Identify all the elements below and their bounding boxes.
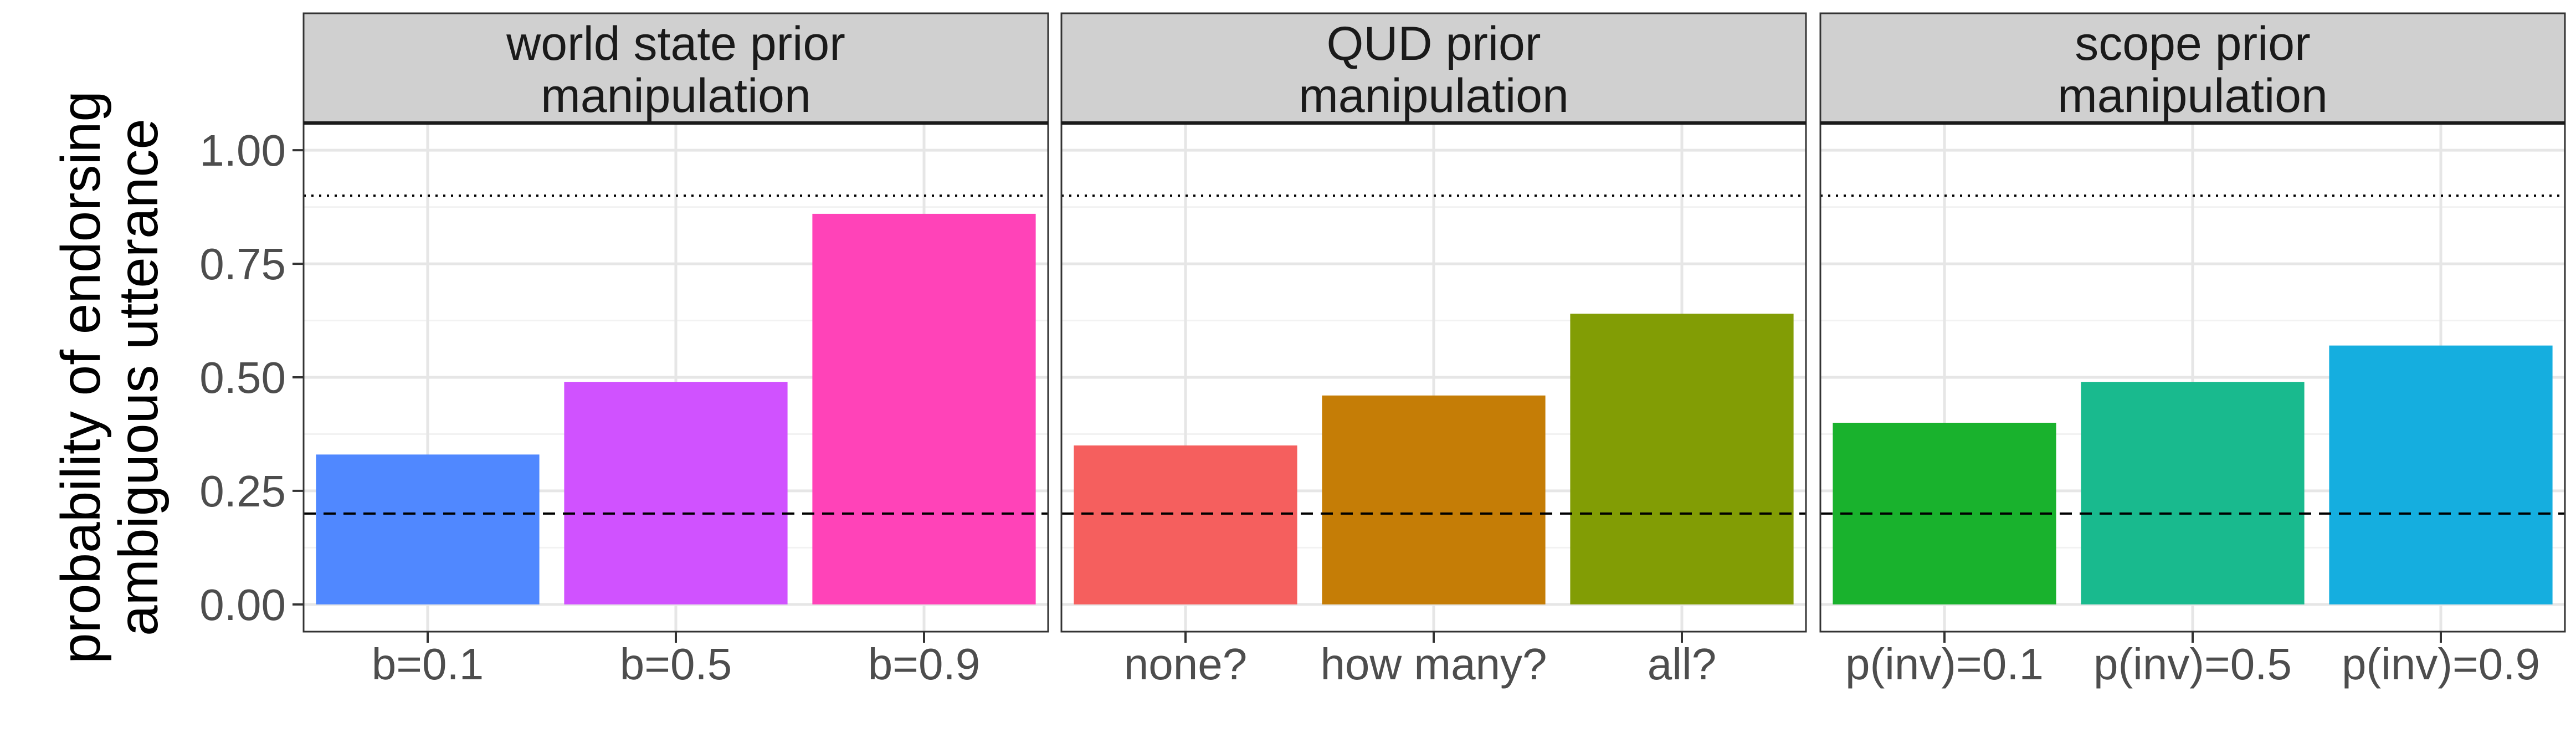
x-tick-label: p(inv)=0.5 <box>2093 639 2292 689</box>
y-tick-label: 0.25 <box>199 467 286 516</box>
bar-3 <box>1570 314 1794 604</box>
panel-3: scope prior manipulation p(inv)=0.1 p(inv)=… <box>1819 12 2566 689</box>
strip-title-line: manipulation <box>1299 69 1569 122</box>
strip-title: QUD prior manipulation <box>1299 17 1569 122</box>
bar-2 <box>2081 382 2305 604</box>
y-axis-title: probability of endorsingambiguous uttera… <box>50 91 170 664</box>
y-axis-title-text: probability of endorsingambiguous uttera… <box>50 91 170 664</box>
strip-background <box>302 12 1049 124</box>
x-tick-label: b=0.1 <box>372 639 484 689</box>
y-tick-label: 0.75 <box>199 239 286 289</box>
y-tick-label: 1.00 <box>199 126 286 175</box>
strip-title: world state prior manipulation <box>506 17 845 122</box>
strip-background <box>1060 12 1807 124</box>
bar-3 <box>812 213 1036 604</box>
x-tick-label: how many? <box>1320 639 1547 689</box>
x-tick-label: p(inv)=0.9 <box>2342 639 2540 689</box>
bar-2 <box>564 382 788 604</box>
strip-title-line: manipulation <box>541 69 811 122</box>
x-tick-label: p(inv)=0.1 <box>1845 639 2044 689</box>
x-tick-label: b=0.9 <box>868 639 980 689</box>
y-axis-title-line: probability of endorsing <box>50 91 112 664</box>
strip-title-line: QUD prior <box>1326 17 1541 70</box>
bar-2 <box>1322 395 1546 604</box>
y-tick-label: 0.50 <box>199 353 286 402</box>
panel-1: world state prior manipulation b=0.1 b=0.5 b… <box>199 12 1049 689</box>
strip-title-line: scope prior <box>2075 17 2310 70</box>
strip-title-line: manipulation <box>2057 69 2328 122</box>
x-tick-label: all? <box>1648 639 1717 689</box>
y-tick-label: 0.00 <box>199 580 286 629</box>
bar-1 <box>316 454 540 604</box>
y-axis-title-line: ambiguous utterance <box>107 119 170 636</box>
strip-background <box>1819 12 2566 124</box>
x-tick-label: none? <box>1124 639 1247 689</box>
bar-1 <box>1074 445 1297 604</box>
panel-2: QUD prior manipulation none? how many? all? <box>1060 12 1807 689</box>
bar-3 <box>2329 345 2553 604</box>
strip-title-line: world state prior <box>506 17 845 70</box>
x-tick-label: b=0.5 <box>620 639 732 689</box>
strip-title: scope prior manipulation <box>2057 17 2328 122</box>
